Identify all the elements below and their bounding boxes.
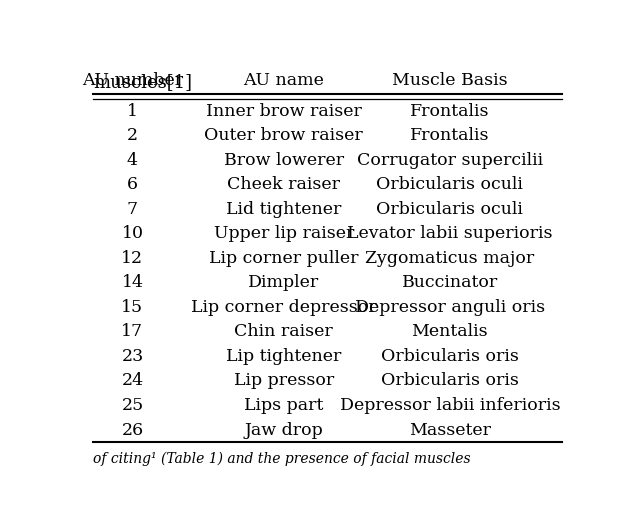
Text: 17: 17 bbox=[122, 324, 144, 341]
Text: Dimpler: Dimpler bbox=[248, 275, 319, 291]
Text: Mentalis: Mentalis bbox=[411, 324, 488, 341]
Text: Orbicularis oris: Orbicularis oris bbox=[381, 348, 518, 365]
Text: AU number: AU number bbox=[82, 72, 183, 89]
Text: 14: 14 bbox=[122, 275, 144, 291]
Text: Depressor anguli oris: Depressor anguli oris bbox=[355, 299, 545, 316]
Text: Levator labii superioris: Levator labii superioris bbox=[347, 225, 553, 242]
Text: Lips part: Lips part bbox=[244, 397, 323, 414]
Text: Orbicularis oris: Orbicularis oris bbox=[381, 372, 518, 390]
Text: 25: 25 bbox=[122, 397, 144, 414]
Text: 7: 7 bbox=[127, 201, 138, 218]
Text: 4: 4 bbox=[127, 152, 138, 169]
Text: Corrugator supercilii: Corrugator supercilii bbox=[357, 152, 543, 169]
Text: muscles[1]: muscles[1] bbox=[93, 73, 192, 91]
Text: AU name: AU name bbox=[243, 72, 324, 89]
Text: Outer brow raiser: Outer brow raiser bbox=[205, 127, 363, 144]
Text: 10: 10 bbox=[122, 225, 144, 242]
Text: 26: 26 bbox=[122, 421, 144, 439]
Text: Jaw drop: Jaw drop bbox=[244, 421, 323, 439]
Text: Muscle Basis: Muscle Basis bbox=[392, 72, 508, 89]
Text: Frontalis: Frontalis bbox=[410, 103, 490, 120]
Text: Masseter: Masseter bbox=[409, 421, 491, 439]
Text: 6: 6 bbox=[127, 176, 138, 193]
Text: Inner brow raiser: Inner brow raiser bbox=[206, 103, 362, 120]
Text: Orbicularis oculi: Orbicularis oculi bbox=[376, 201, 524, 218]
Text: 2: 2 bbox=[127, 127, 138, 144]
Text: Lip tightener: Lip tightener bbox=[226, 348, 341, 365]
Text: Lip pressor: Lip pressor bbox=[234, 372, 334, 390]
Text: Chin raiser: Chin raiser bbox=[234, 324, 333, 341]
Text: Lip corner puller: Lip corner puller bbox=[209, 250, 358, 267]
Text: Depressor labii inferioris: Depressor labii inferioris bbox=[340, 397, 560, 414]
Text: Upper lip raiser: Upper lip raiser bbox=[214, 225, 354, 242]
Text: 24: 24 bbox=[122, 372, 144, 390]
Text: Orbicularis oculi: Orbicularis oculi bbox=[376, 176, 524, 193]
Text: 23: 23 bbox=[122, 348, 144, 365]
Text: Buccinator: Buccinator bbox=[402, 275, 498, 291]
Text: Zygomaticus major: Zygomaticus major bbox=[365, 250, 534, 267]
Text: 1: 1 bbox=[127, 103, 138, 120]
Text: 12: 12 bbox=[122, 250, 144, 267]
Text: Brow lowerer: Brow lowerer bbox=[224, 152, 344, 169]
Text: of citing¹ (Table 1) and the presence of facial muscles: of citing¹ (Table 1) and the presence of… bbox=[93, 451, 471, 466]
Text: Lid tightener: Lid tightener bbox=[226, 201, 341, 218]
Text: 15: 15 bbox=[122, 299, 144, 316]
Text: Frontalis: Frontalis bbox=[410, 127, 490, 144]
Text: Lip corner depressor: Lip corner depressor bbox=[191, 299, 377, 316]
Text: Cheek raiser: Cheek raiser bbox=[227, 176, 340, 193]
